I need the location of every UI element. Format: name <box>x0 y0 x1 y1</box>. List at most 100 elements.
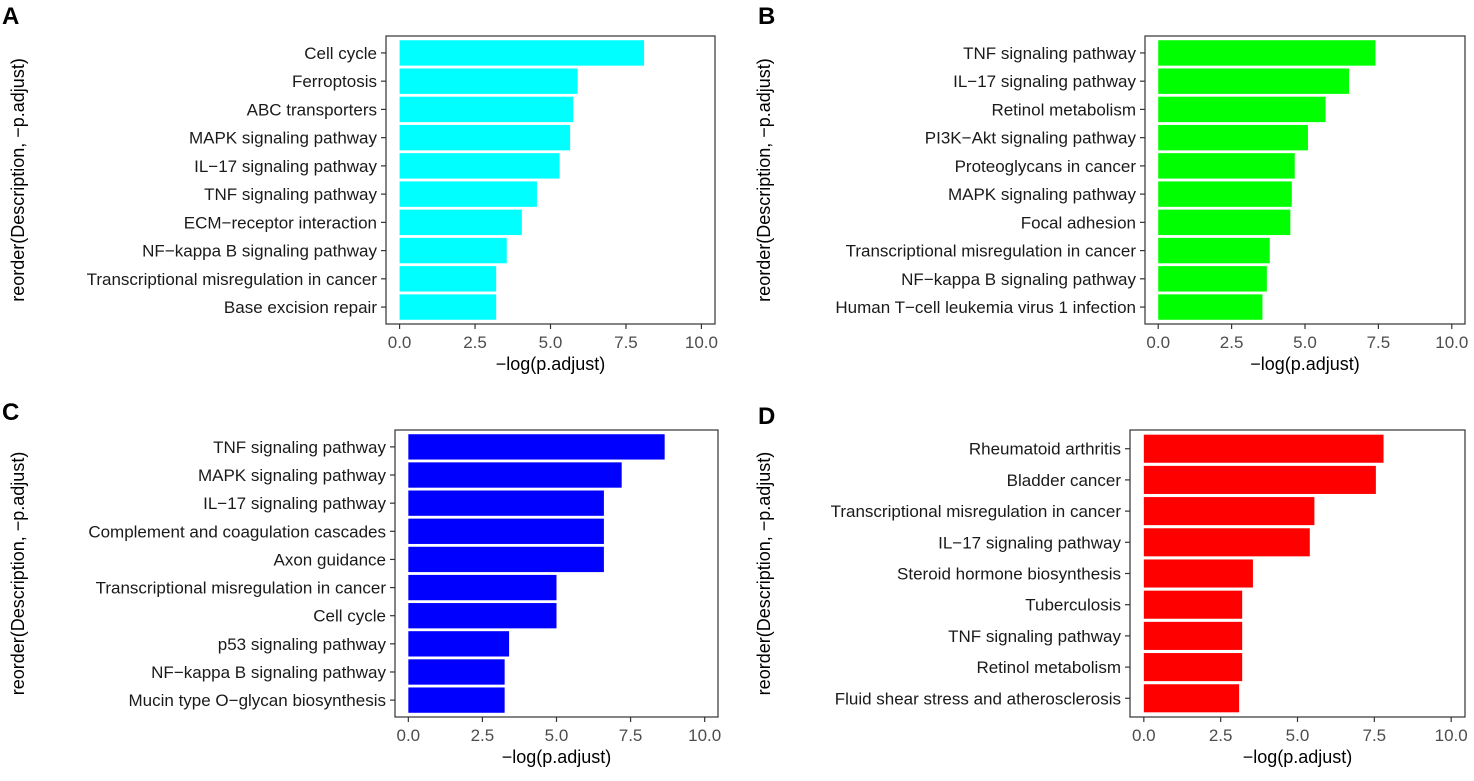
bar <box>1143 621 1243 650</box>
category-label: Retinol metabolism <box>976 658 1121 677</box>
x-tick-label: 7.5 <box>619 726 643 745</box>
category-label: IL−17 signaling pathway <box>953 72 1136 91</box>
category-label: Steroid hormone biosynthesis <box>897 565 1121 584</box>
bar <box>399 153 560 179</box>
category-label: Tuberculosis <box>1025 596 1121 615</box>
panel-b: B TNF signaling pathway IL−17 signaling pa… <box>754 3 1468 374</box>
category-label: PI3K−Akt signaling pathway <box>925 129 1137 148</box>
bar <box>1143 590 1243 619</box>
bar <box>399 209 522 236</box>
x-tick-label: 5.0 <box>1293 333 1317 352</box>
category-label: Proteoglycans in cancer <box>955 157 1137 176</box>
bar <box>408 631 510 657</box>
x-axis-title: −log(p.adjust) <box>1250 354 1360 374</box>
category-label: Transcriptional misregulation in cancer <box>96 579 387 598</box>
bar <box>1158 181 1292 207</box>
bar <box>408 462 622 488</box>
category-label: p53 signaling pathway <box>218 635 387 654</box>
category-label: NF−kappa B signaling pathway <box>901 270 1136 289</box>
bar <box>408 518 604 544</box>
bar <box>1143 434 1384 463</box>
bar <box>1158 96 1326 123</box>
bar <box>1158 237 1270 264</box>
y-axis-title: reorder(Description, −p.adjust) <box>8 452 28 696</box>
panel-label: A <box>2 3 19 30</box>
category-label: Base excision repair <box>224 298 377 317</box>
x-tick-label: 0.0 <box>397 726 421 745</box>
bar <box>399 266 497 292</box>
bar <box>1158 153 1295 179</box>
x-tick-label: 0.0 <box>388 333 412 352</box>
bar <box>399 96 574 123</box>
x-tick-label: 2.5 <box>1209 726 1233 745</box>
bar <box>399 68 578 94</box>
bar <box>399 124 571 151</box>
bar <box>408 659 505 685</box>
category-label: TNF signaling pathway <box>963 44 1136 63</box>
x-tick-label: 7.5 <box>1367 333 1391 352</box>
category-label: Complement and coagulation cascades <box>88 522 386 541</box>
panel-c: C TNF signaling pathway MAPK signaling pat… <box>2 399 721 767</box>
bar <box>399 40 645 66</box>
category-label: Ferroptosis <box>292 72 377 91</box>
x-tick-label: 5.0 <box>1286 726 1310 745</box>
category-label: TNF signaling pathway <box>213 438 386 457</box>
y-axis-title: reorder(Description, −p.adjust) <box>754 58 774 302</box>
category-label: IL−17 signaling pathway <box>938 533 1121 552</box>
category-label: Human T−cell leukemia virus 1 infection <box>835 298 1136 317</box>
bar <box>408 603 557 629</box>
bar <box>1158 209 1291 236</box>
bar <box>408 687 505 713</box>
bar <box>1143 653 1243 682</box>
x-axis-title: −log(p.adjust) <box>1243 747 1353 767</box>
category-label: Transcriptional misregulation in cancer <box>87 270 378 289</box>
category-label: Axon guidance <box>274 550 386 569</box>
category-label: Focal adhesion <box>1021 213 1136 232</box>
x-tick-label: 0.0 <box>1146 333 1170 352</box>
x-tick-label: 5.0 <box>539 333 563 352</box>
category-label: ECM−receptor interaction <box>184 213 377 232</box>
x-tick-label: 10.0 <box>688 726 721 745</box>
category-label: Transcriptional misregulation in cancer <box>831 502 1122 521</box>
y-axis-title: reorder(Description, −p.adjust) <box>754 452 774 696</box>
category-label: TNF signaling pathway <box>204 185 377 204</box>
category-label: Retinol metabolism <box>991 100 1136 119</box>
bar <box>1143 528 1310 557</box>
x-tick-label: 7.5 <box>614 333 638 352</box>
panel-label: C <box>2 399 19 426</box>
bar <box>408 574 557 601</box>
category-label: TNF signaling pathway <box>948 627 1121 646</box>
panel-label: D <box>758 403 775 430</box>
bar <box>399 181 537 207</box>
x-axis-title: −log(p.adjust) <box>502 747 612 767</box>
bar <box>1143 684 1240 713</box>
y-axis-title: reorder(Description, −p.adjust) <box>8 58 28 302</box>
x-axis-title: −log(p.adjust) <box>496 354 606 374</box>
x-tick-label: 7.5 <box>1363 726 1387 745</box>
category-label: MAPK signaling pathway <box>948 185 1137 204</box>
category-label: Bladder cancer <box>1007 471 1122 490</box>
category-label: MAPK signaling pathway <box>189 129 378 148</box>
x-tick-label: 5.0 <box>545 726 569 745</box>
panel-d: D Rheumatoid arthritis Bladder cancer Trans… <box>754 403 1468 767</box>
category-label: Fluid shear stress and atherosclerosis <box>835 689 1121 708</box>
bar <box>1158 294 1263 320</box>
panel-label: B <box>758 3 775 30</box>
bar <box>1158 68 1350 94</box>
bar <box>408 546 604 573</box>
bar <box>1158 40 1376 66</box>
category-label: Rheumatoid arthritis <box>969 440 1121 459</box>
bar <box>1158 124 1308 151</box>
category-label: Mucin type O−glycan biosynthesis <box>129 691 387 710</box>
x-tick-label: 0.0 <box>1132 726 1156 745</box>
bar <box>408 490 604 516</box>
bar <box>1143 465 1376 494</box>
x-tick-label: 2.5 <box>1220 333 1244 352</box>
x-tick-label: 2.5 <box>471 726 495 745</box>
bar <box>399 237 507 264</box>
bar <box>408 434 665 460</box>
category-label: ABC transporters <box>247 100 377 119</box>
bar <box>399 294 497 320</box>
category-label: NF−kappa B signaling pathway <box>151 663 386 682</box>
